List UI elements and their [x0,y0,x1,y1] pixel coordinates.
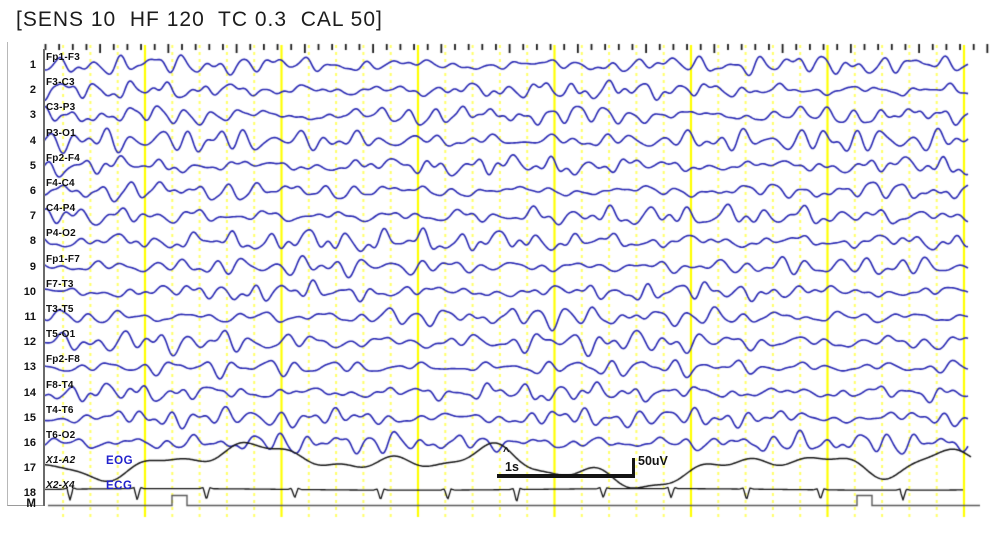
acquisition-settings-header: [SENS 10 HF 120 TC 0.3 CAL 50] [16,8,383,31]
label-separator-line [43,49,45,506]
marker-channel-label: M [26,498,36,510]
second-caret-mark: ^ [503,446,510,458]
amplitude-scale-label: 50uV [638,454,668,468]
amplitude-scale-bar [632,458,635,478]
time-scale-label: 1s [505,460,519,474]
time-scale-bar [497,474,635,478]
channel-label-column [7,42,45,506]
